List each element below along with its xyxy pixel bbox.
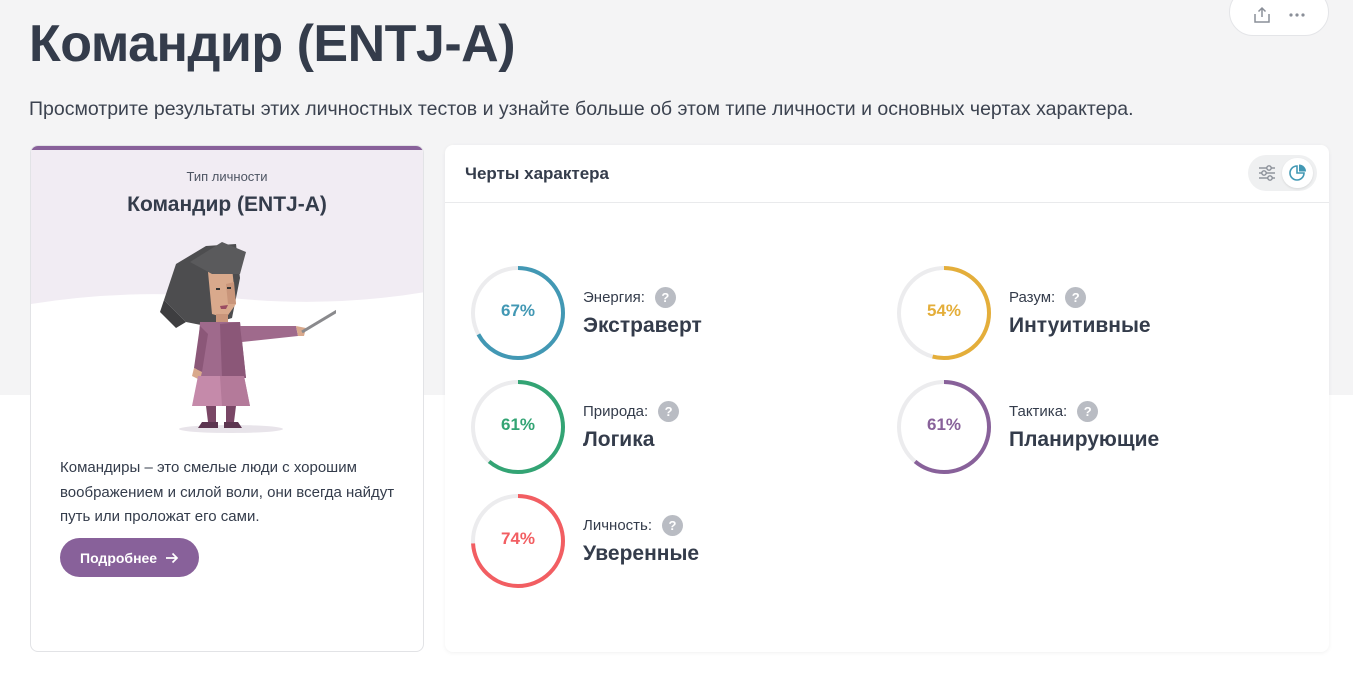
trait-progress-ring bbox=[897, 380, 991, 474]
page-title: Командир (ENTJ-A) bbox=[29, 15, 516, 73]
help-icon[interactable]: ? bbox=[654, 287, 676, 308]
trait-value: Планирующие bbox=[1009, 428, 1160, 451]
trait-label: Энергия: bbox=[583, 289, 645, 306]
trait-progress-ring bbox=[471, 494, 565, 588]
trait-label: Разум: bbox=[1009, 289, 1056, 306]
trait-item: 54% Разум:? Интуитивные bbox=[894, 263, 1274, 363]
help-icon[interactable]: ? bbox=[1077, 401, 1099, 422]
help-icon[interactable]: ? bbox=[658, 401, 680, 422]
trait-percent: 54% bbox=[926, 301, 962, 320]
trait-item: 67% Энергия:? Экстраверт bbox=[468, 263, 848, 363]
commander-illustration bbox=[160, 242, 336, 433]
page-description: Просмотрите результаты этих личностных т… bbox=[29, 98, 1134, 120]
trait-label-row: Энергия:? bbox=[583, 287, 676, 308]
trait-percent: 74% bbox=[500, 529, 536, 548]
more-button-label: Подробнее bbox=[80, 549, 158, 566]
type-eyebrow: Тип личности bbox=[186, 169, 268, 184]
trait-value: Уверенные bbox=[583, 542, 700, 565]
help-icon[interactable]: ? bbox=[662, 515, 684, 536]
trait-progress-ring bbox=[471, 266, 565, 360]
pie-chart-icon[interactable] bbox=[1282, 158, 1313, 188]
more-button[interactable]: Подробнее bbox=[60, 538, 200, 577]
trait-label-row: Разум:? bbox=[1009, 287, 1087, 308]
trait-percent: 61% bbox=[926, 415, 962, 434]
type-name: Командир (ENTJ-A) bbox=[127, 193, 327, 216]
trait-value: Экстраверт bbox=[583, 314, 702, 337]
sliders-icon[interactable] bbox=[1251, 158, 1282, 188]
traits-title: Черты характера bbox=[465, 164, 610, 183]
trait-progress-ring bbox=[471, 380, 565, 474]
share-upload-icon[interactable] bbox=[1249, 2, 1275, 28]
trait-percent: 61% bbox=[500, 415, 536, 434]
trait-label-row: Тактика:? bbox=[1009, 401, 1099, 422]
arrow-right-icon bbox=[166, 552, 179, 563]
trait-item: 74% Личность:? Уверенные bbox=[468, 491, 848, 591]
traits-card-header: Черты характера bbox=[445, 145, 1329, 203]
more-dots-icon[interactable] bbox=[1284, 2, 1310, 28]
trait-label-row: Личность:? bbox=[583, 515, 684, 536]
trait-progress-ring bbox=[897, 266, 991, 360]
page-actions bbox=[1229, 0, 1329, 36]
trait-label: Природа: bbox=[583, 403, 649, 420]
trait-item: 61% Тактика:? Планирующие bbox=[894, 377, 1274, 477]
view-toggle bbox=[1248, 155, 1317, 191]
card-accent-stripe bbox=[31, 146, 423, 150]
trait-value: Интуитивные bbox=[1009, 314, 1151, 337]
trait-percent: 67% bbox=[500, 301, 536, 320]
help-icon[interactable]: ? bbox=[1065, 287, 1087, 308]
trait-label: Личность: bbox=[583, 517, 653, 534]
type-summary: Командиры – это смелые люди с хорошим во… bbox=[60, 459, 395, 525]
trait-label-row: Природа:? bbox=[583, 401, 680, 422]
trait-label: Тактика: bbox=[1009, 403, 1068, 420]
personality-type-card: Тип личности Командир (ENTJ-A) bbox=[30, 145, 424, 652]
traits-card: Черты характера 67% Энергия:? Экст bbox=[445, 145, 1329, 652]
trait-value: Логика bbox=[583, 428, 655, 451]
trait-item: 61% Природа:? Логика bbox=[468, 377, 848, 477]
